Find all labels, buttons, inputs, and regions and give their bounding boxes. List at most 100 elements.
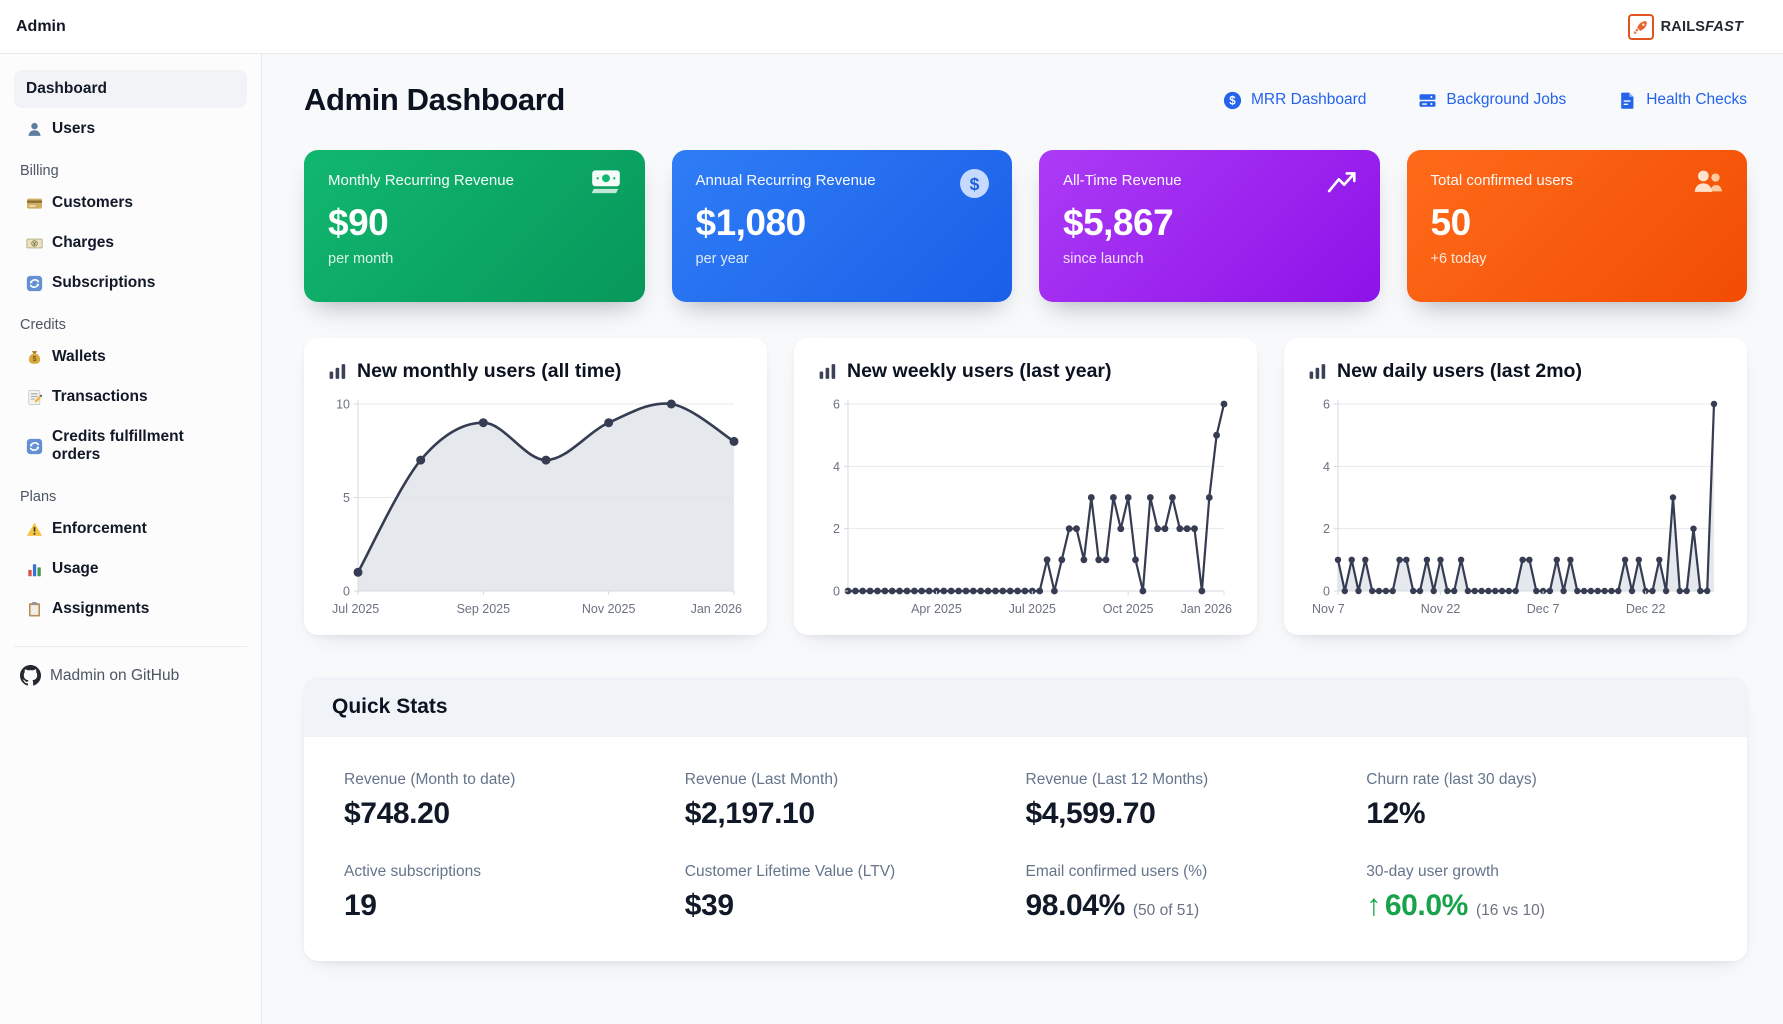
stat-label: Revenue (Last 12 Months) bbox=[1025, 771, 1209, 788]
stat-user-growth: 30-day user growth ↑ 60.0% (16 vs 10) bbox=[1366, 863, 1707, 923]
stat-revenue-mtd: Revenue (Month to date) $748.20 bbox=[344, 771, 685, 831]
svg-text:$: $ bbox=[1229, 95, 1236, 107]
page-header: Admin Dashboard $ MRR Dashboard Backgrou… bbox=[304, 82, 1747, 118]
memo-icon bbox=[26, 389, 43, 406]
stat-card-arr: Annual Recurring Revenue $ $1,080 per ye… bbox=[671, 150, 1012, 302]
railsfast-logo[interactable]: RAILSFAST bbox=[1627, 13, 1743, 40]
stat-card-value: $90 bbox=[328, 202, 389, 243]
sidebar-item-credits-fulfillment-orders[interactable]: Credits fulfillment orders bbox=[14, 418, 247, 474]
topbar: Admin RAILSFAST bbox=[0, 0, 1783, 54]
sidebar: Dashboard Users Billing Customers Charge… bbox=[0, 54, 262, 1024]
svg-text:Jul 2025: Jul 2025 bbox=[332, 602, 379, 616]
sidebar-item-label: Subscriptions bbox=[52, 274, 156, 291]
stat-value: $4,599.70 bbox=[1025, 797, 1156, 830]
bar-chart-icon bbox=[819, 364, 836, 379]
health-checks-link[interactable]: Health Checks bbox=[1618, 91, 1747, 110]
svg-text:Jan 2026: Jan 2026 bbox=[1181, 602, 1232, 616]
main-content: Admin Dashboard $ MRR Dashboard Backgrou… bbox=[262, 54, 1783, 1024]
stat-cards-row: Monthly Recurring Revenue $90 per month … bbox=[304, 150, 1747, 302]
stat-email-confirmed: Email confirmed users (%) 98.04% (50 of 5… bbox=[1026, 863, 1367, 923]
sidebar-item-transactions[interactable]: Transactions bbox=[14, 378, 247, 416]
stat-value: ↑ 60.0% (16 vs 10) bbox=[1366, 889, 1545, 922]
document-icon bbox=[1621, 92, 1634, 109]
svg-text:4: 4 bbox=[833, 460, 840, 474]
stat-card-confirmed-users: Total confirmed users 50 +6 today bbox=[1406, 150, 1747, 302]
chart-title-text: New weekly users (last year) bbox=[847, 360, 1112, 382]
refresh-icon bbox=[26, 438, 43, 455]
stat-value: 98.04% (50 of 51) bbox=[1025, 889, 1200, 922]
github-link[interactable]: Madmin on GitHub bbox=[20, 665, 241, 686]
stat-card-subtitle: since launch bbox=[1063, 251, 1144, 267]
stat-value: 19 bbox=[344, 889, 377, 922]
quick-stats-header: Quick Stats bbox=[304, 677, 1747, 737]
stat-suffix: (50 of 51) bbox=[1132, 902, 1200, 919]
sidebar-item-label: Transactions bbox=[52, 388, 148, 405]
bar-chart-icon bbox=[1309, 364, 1326, 379]
money-bag-icon: $ bbox=[26, 349, 43, 366]
stat-label: Email confirmed users (%) bbox=[1025, 863, 1208, 880]
mrr-dashboard-link[interactable]: $ MRR Dashboard bbox=[1223, 91, 1366, 110]
stat-card-all-time: All-Time Revenue $5,867 since launch bbox=[1039, 150, 1380, 302]
header-links: $ MRR Dashboard Background Jobs Health C… bbox=[1223, 91, 1747, 110]
chart-title: New monthly users (all time) bbox=[328, 360, 743, 383]
sidebar-item-label: Assignments bbox=[52, 600, 150, 617]
stat-label: Churn rate (last 30 days) bbox=[1366, 771, 1537, 788]
header-link-label: MRR Dashboard bbox=[1250, 91, 1367, 108]
sidebar-item-enforcement[interactable]: Enforcement bbox=[14, 510, 247, 548]
stat-card-title: All-Time Revenue bbox=[1063, 172, 1182, 189]
users-icon bbox=[1692, 168, 1725, 200]
up-arrow-icon: ↑ bbox=[1366, 889, 1381, 922]
svg-text:6: 6 bbox=[1323, 398, 1330, 412]
sidebar-item-label: Credits fulfillment orders bbox=[52, 428, 184, 463]
svg-text:Dec 7: Dec 7 bbox=[1527, 602, 1560, 616]
stat-churn-rate: Churn rate (last 30 days) 12% bbox=[1366, 771, 1707, 831]
trending-up-icon bbox=[1326, 168, 1358, 201]
stat-active-subscriptions: Active subscriptions 19 bbox=[344, 863, 685, 923]
credit-card-icon bbox=[26, 195, 43, 212]
github-link-label: Madmin on GitHub bbox=[50, 666, 180, 684]
stat-card-value: $1,080 bbox=[695, 202, 807, 243]
svg-text:Nov 2025: Nov 2025 bbox=[582, 602, 636, 616]
sidebar-item-customers[interactable]: Customers bbox=[14, 184, 247, 222]
sidebar-item-users[interactable]: Users bbox=[14, 110, 247, 148]
sidebar-item-usage[interactable]: Usage bbox=[14, 550, 247, 588]
svg-text:0: 0 bbox=[1323, 585, 1330, 599]
sidebar-item-assignments[interactable]: Assignments bbox=[14, 590, 247, 628]
sidebar-item-label: Usage bbox=[52, 560, 99, 577]
stat-value: $2,197.10 bbox=[684, 797, 815, 830]
stat-card-subtitle: +6 today bbox=[1430, 251, 1487, 267]
svg-text:Sep 2025: Sep 2025 bbox=[457, 602, 511, 616]
background-jobs-link[interactable]: Background Jobs bbox=[1418, 91, 1566, 110]
server-stack-icon bbox=[1419, 93, 1436, 107]
admin-brand-link[interactable]: Admin bbox=[16, 17, 66, 35]
sidebar-section-billing: Billing bbox=[20, 163, 59, 179]
svg-text:$: $ bbox=[970, 174, 980, 194]
chart-card-monthly: New monthly users (all time) 0 5 10 Jul 202… bbox=[304, 338, 767, 635]
sidebar-section-credits: Credits bbox=[20, 317, 66, 333]
stat-value: 12% bbox=[1366, 797, 1426, 830]
sidebar-item-label: Enforcement bbox=[52, 520, 147, 537]
sidebar-item-charges[interactable]: Charges bbox=[14, 224, 247, 262]
stat-card-title: Annual Recurring Revenue bbox=[695, 172, 876, 189]
quick-stats-title: Quick Stats bbox=[332, 695, 448, 718]
sidebar-item-label: Charges bbox=[52, 234, 115, 251]
sidebar-item-label: Dashboard bbox=[26, 80, 107, 97]
svg-text:Nov 7: Nov 7 bbox=[1312, 602, 1345, 616]
svg-text:Dec 22: Dec 22 bbox=[1626, 602, 1666, 616]
chart-title-text: New monthly users (all time) bbox=[357, 360, 622, 382]
chart-card-daily: New daily users (last 2mo) 0 2 4 6 Nov 7 Nov … bbox=[1284, 338, 1747, 635]
github-icon bbox=[20, 665, 41, 686]
quick-stats-body: Revenue (Month to date) $748.20 Revenue … bbox=[304, 737, 1747, 961]
stat-card-subtitle: per year bbox=[695, 251, 749, 267]
sidebar-item-subscriptions[interactable]: Subscriptions bbox=[14, 264, 247, 302]
sidebar-item-dashboard[interactable]: Dashboard bbox=[14, 70, 247, 108]
svg-text:5: 5 bbox=[343, 491, 350, 505]
svg-text:Apr 2025: Apr 2025 bbox=[911, 602, 962, 616]
quick-stats-section: Quick Stats Revenue (Month to date) $748… bbox=[304, 677, 1747, 961]
refresh-icon bbox=[26, 275, 43, 292]
stat-value: $748.20 bbox=[344, 797, 450, 830]
stat-label: Revenue (Month to date) bbox=[344, 771, 516, 788]
stat-value: $39 bbox=[684, 889, 734, 922]
sidebar-item-label: Wallets bbox=[52, 348, 106, 365]
sidebar-item-wallets[interactable]: $ Wallets bbox=[14, 338, 247, 376]
